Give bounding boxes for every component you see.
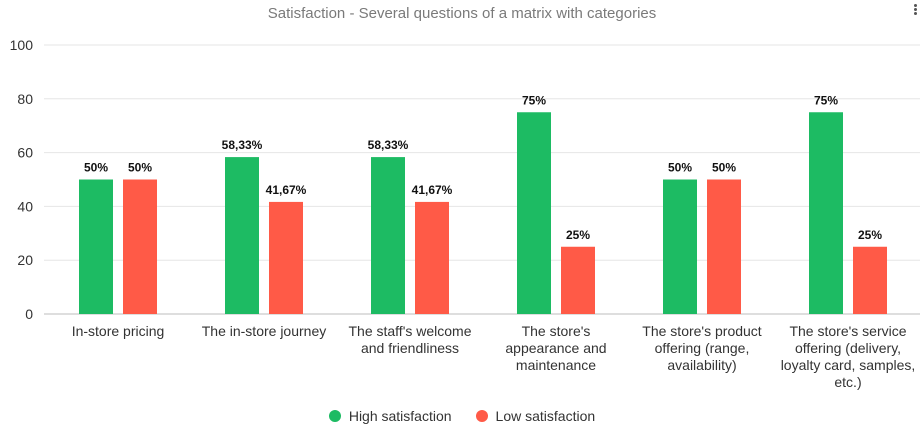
x-tick-label: appearance and xyxy=(505,340,606,356)
x-tick-label: availability) xyxy=(667,357,736,373)
data-label: 41,67% xyxy=(266,183,307,197)
x-tick-label: etc.) xyxy=(834,374,861,390)
x-tick-label: and friendliness xyxy=(361,340,459,356)
x-tick-label: maintenance xyxy=(516,357,596,373)
bar-low-satisfaction[interactable] xyxy=(707,179,741,315)
y-tick-label: 40 xyxy=(17,198,33,214)
y-tick-label: 20 xyxy=(17,252,33,268)
x-tick-label: The store's service xyxy=(789,323,906,339)
bar-low-satisfaction[interactable] xyxy=(269,201,303,314)
data-label: 75% xyxy=(522,93,546,107)
x-tick-label: loyalty card, samples, xyxy=(781,357,916,373)
data-label: 58,33% xyxy=(222,138,263,152)
y-tick-label: 60 xyxy=(17,145,33,161)
bar-low-satisfaction[interactable] xyxy=(853,246,887,314)
x-tick-label: The store's xyxy=(522,323,591,339)
bar-high-satisfaction[interactable] xyxy=(79,179,113,315)
legend-swatch-low xyxy=(475,410,488,422)
x-tick-label: In-store pricing xyxy=(72,323,165,339)
x-tick-label: The store's product xyxy=(642,323,762,339)
legend-item-low[interactable]: Low satisfaction xyxy=(475,408,596,424)
legend-swatch-high xyxy=(328,410,341,422)
x-tick-label: offering (delivery, xyxy=(795,340,901,356)
data-label: 50% xyxy=(84,161,108,175)
x-tick-label: The in-store journey xyxy=(202,323,327,339)
x-tick-label: The staff's welcome xyxy=(348,323,471,339)
bar-high-satisfaction[interactable] xyxy=(809,112,843,314)
x-tick-label: offering (range, xyxy=(655,340,750,356)
data-label: 41,67% xyxy=(412,183,453,197)
data-label: 25% xyxy=(566,228,590,242)
data-label: 25% xyxy=(858,228,882,242)
y-tick-label: 80 xyxy=(17,91,33,107)
y-tick-label: 100 xyxy=(10,37,34,53)
chart-title: Satisfaction - Several questions of a ma… xyxy=(267,5,657,22)
bar-high-satisfaction[interactable] xyxy=(225,157,259,314)
legend-item-high[interactable]: High satisfaction xyxy=(328,408,452,424)
data-label: 50% xyxy=(712,161,736,175)
data-label: 58,33% xyxy=(368,138,409,152)
bar-low-satisfaction[interactable] xyxy=(123,179,157,315)
y-tick-label: 0 xyxy=(25,306,33,322)
bar-high-satisfaction[interactable] xyxy=(371,157,405,314)
data-label: 50% xyxy=(668,161,692,175)
bar-high-satisfaction[interactable] xyxy=(517,112,551,314)
data-label: 75% xyxy=(814,93,838,107)
legend-label-low: Low satisfaction xyxy=(495,408,596,424)
legend: High satisfaction Low satisfaction xyxy=(0,408,924,424)
legend-label-high: High satisfaction xyxy=(348,408,452,424)
bar-high-satisfaction[interactable] xyxy=(663,179,697,315)
more-vertical-icon[interactable] xyxy=(912,4,918,18)
bar-low-satisfaction[interactable] xyxy=(415,201,449,314)
bar-low-satisfaction[interactable] xyxy=(561,246,595,314)
data-label: 50% xyxy=(128,161,152,175)
